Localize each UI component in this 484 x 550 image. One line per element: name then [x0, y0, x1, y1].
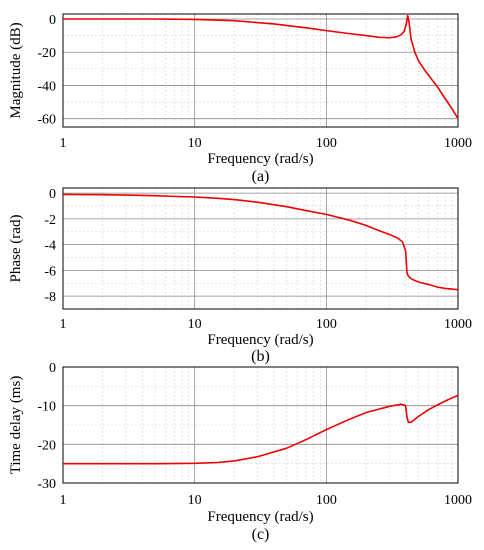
y-axis-label: Phase (rad): [8, 215, 24, 283]
y-tick-label: 0: [49, 187, 56, 202]
y-tick-label: -20: [37, 438, 56, 453]
chart-panel-2: 1 10 100 1000 0 -2 -4 -6 -8 Frequency (rad/s) Phas…: [8, 187, 472, 365]
x-tick-label: 1: [60, 493, 67, 508]
y-axis-label: Magnitude (dB): [8, 22, 24, 118]
plot-frame: [62, 366, 459, 484]
y-tick-label: -2: [44, 213, 56, 228]
major-grid: [62, 14, 459, 127]
series-line-1: [63, 14, 459, 120]
series-line-1: [63, 394, 459, 465]
y-tick-label: -20: [37, 46, 56, 61]
y-tick-label: -10: [37, 400, 56, 415]
y-tick-label: -60: [37, 113, 56, 128]
chart-panel-1: 1 10 100 1000 0 -20 -40 -60 Frequency (rad/s) Mag…: [8, 13, 472, 185]
x-tick-label: 100: [316, 136, 337, 151]
x-tick-label: 100: [316, 493, 337, 508]
y-tick-label: -40: [37, 79, 56, 94]
x-tick-label: 10: [188, 136, 202, 151]
x-tick-label: 10: [188, 317, 202, 332]
x-axis-label: Frequency (rad/s): [207, 509, 313, 525]
y-axis-label: Time delay (ms): [8, 376, 24, 475]
y-tick-label: 0: [49, 13, 56, 28]
minor-grid: [63, 188, 458, 309]
x-tick-label: 1000: [444, 493, 472, 508]
x-tick-label: 1: [60, 136, 67, 151]
y-tick-label: -8: [44, 290, 56, 305]
panel-label: (c): [252, 526, 270, 543]
series-line-1: [62, 193, 459, 291]
panel-label: (a): [252, 168, 270, 185]
plot-frame: [62, 13, 459, 128]
plot-frame: [62, 187, 459, 310]
x-tick-label: 1: [60, 317, 67, 332]
x-tick-label: 10: [188, 493, 202, 508]
minor-grid: [63, 367, 458, 483]
x-tick-label: 1000: [444, 317, 472, 332]
y-tick-label: 0: [49, 361, 56, 376]
x-tick-label: 100: [316, 317, 337, 332]
chart-panel-3: 1 10 100 1000 0 -10 -20 -30 Frequency (rad/s) Tim…: [8, 361, 472, 543]
panel-label: (b): [251, 348, 270, 365]
x-axis-label: Frequency (rad/s): [207, 332, 313, 348]
y-tick-label: -4: [44, 239, 56, 254]
minor-grid: [63, 14, 458, 127]
x-axis-label: Frequency (rad/s): [207, 151, 313, 167]
y-tick-label: -6: [44, 264, 56, 279]
x-tick-label: 1000: [444, 136, 472, 151]
y-tick-label: -30: [37, 477, 56, 492]
